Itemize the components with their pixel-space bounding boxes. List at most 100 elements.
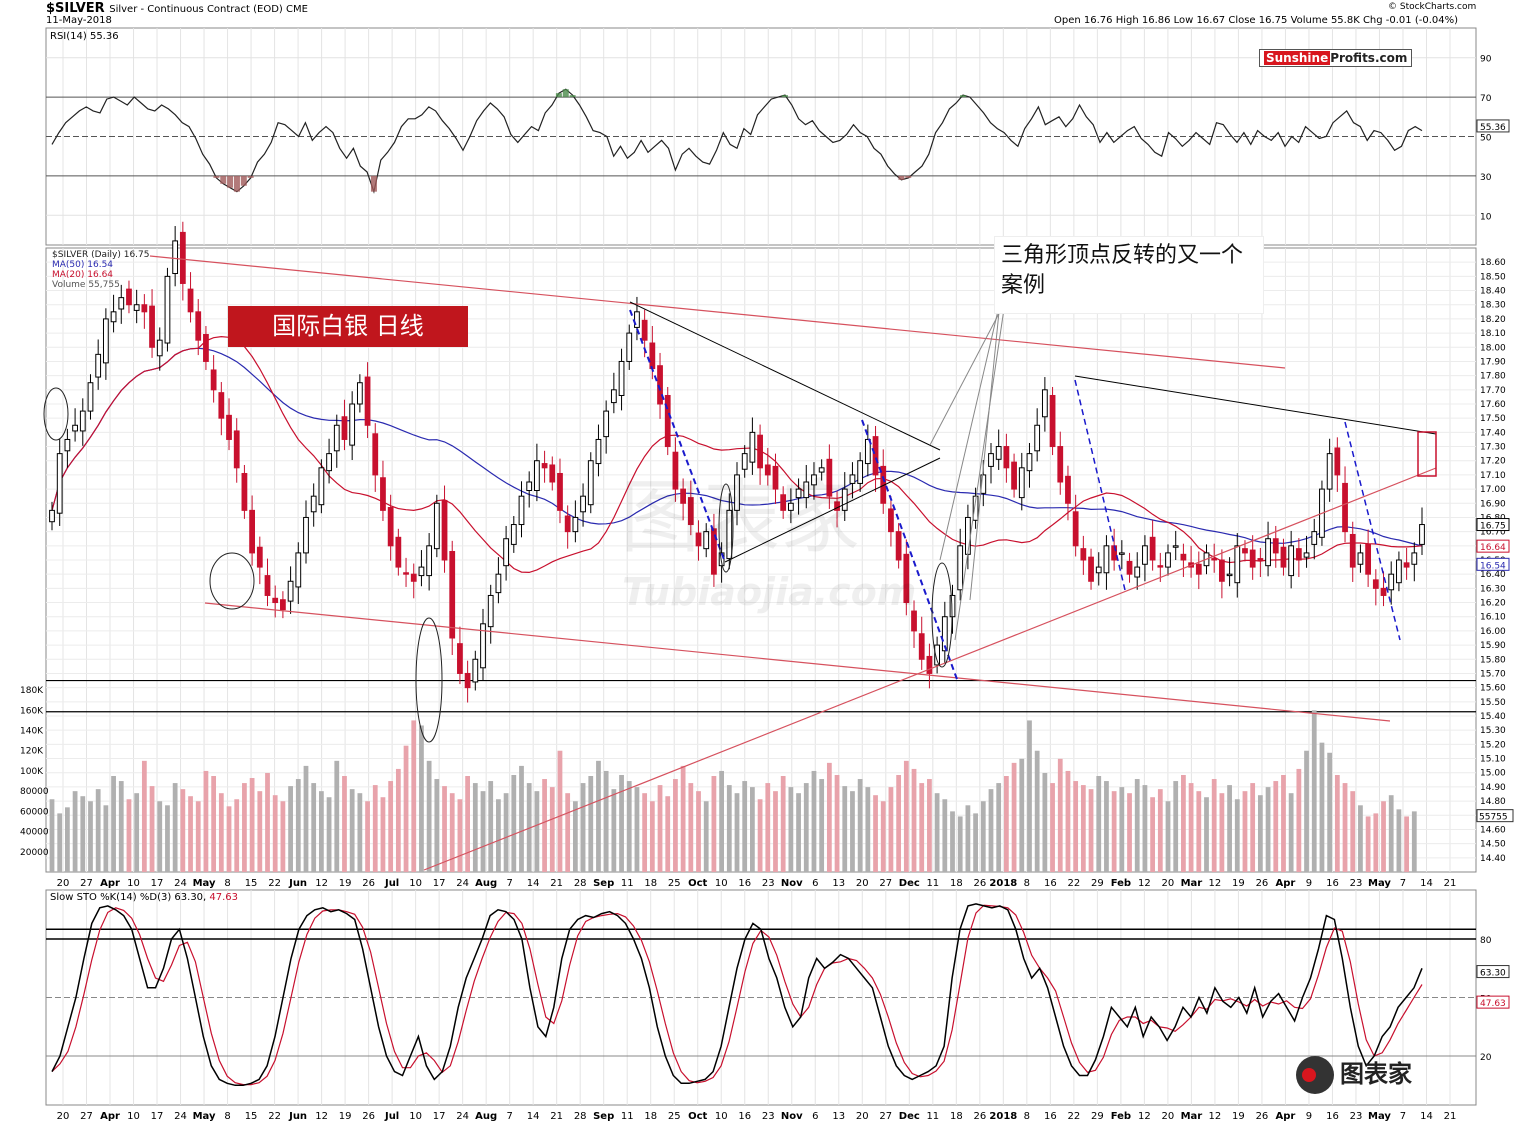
volume-bar [711, 776, 717, 872]
candle-body [433, 502, 440, 550]
x-axis-label: 20 [1162, 1111, 1175, 1122]
candle-body [941, 616, 948, 652]
price-tick-label: 17.30 [1480, 443, 1506, 453]
x-axis-label: 9 [1306, 1111, 1312, 1122]
volume-tick-label: 80000 [20, 787, 49, 797]
candle-body [988, 453, 994, 467]
candle-body [403, 572, 409, 575]
x-axis-label: 18 [950, 1111, 963, 1122]
volume-bar [1150, 797, 1156, 872]
volume-bar [611, 789, 617, 872]
candle-body [395, 536, 402, 568]
volume-bar [919, 783, 925, 872]
candle-body [1142, 545, 1148, 565]
candle-body [503, 538, 509, 567]
volume-bar [1288, 793, 1294, 872]
volume-bar [957, 816, 963, 872]
ma50-last-box [1476, 557, 1510, 571]
volume-bar [165, 805, 170, 872]
volume-bar [811, 770, 817, 872]
volume-bar [603, 770, 609, 872]
chart-date: 11-May-2018 [46, 15, 112, 26]
price-tick-label: 18.00 [1480, 343, 1506, 353]
volume-bar [788, 787, 794, 872]
x-axis-label: May [1368, 1111, 1391, 1122]
volume-bar [688, 783, 694, 872]
candle-body [857, 460, 864, 484]
volume-bar [1134, 779, 1140, 872]
candle-body [703, 531, 710, 550]
volume-bar [1088, 789, 1094, 872]
x-axis-label: 7 [506, 1111, 512, 1122]
triangle-lower-line [724, 457, 941, 563]
candle-body [310, 495, 317, 513]
volume-bar [380, 797, 386, 872]
price-tick-label: 17.00 [1480, 485, 1506, 495]
volume-bar [1065, 770, 1071, 872]
candle-body [641, 319, 648, 341]
sto-tick-label: 20 [1480, 1053, 1492, 1063]
candle-body [526, 481, 533, 492]
x-axis-label: Dec [899, 878, 920, 889]
volume-bar [988, 789, 994, 872]
candle-body [95, 353, 102, 378]
price-legend-item: MA(20) 16.64 [52, 270, 113, 280]
candle-body [264, 575, 271, 596]
volume-bar [1196, 791, 1202, 872]
x-axis-label: 22 [268, 878, 281, 889]
candle-body [1157, 565, 1164, 568]
candle-body [926, 655, 933, 674]
x-axis-label: 29 [1091, 878, 1104, 889]
volume-bar [72, 791, 78, 872]
volume-bar [565, 793, 571, 872]
x-axis-label: 23 [1350, 1111, 1363, 1122]
candle-body [1295, 548, 1302, 561]
volume-bar [134, 793, 140, 872]
candle-body [226, 414, 232, 440]
candle-body [895, 531, 902, 561]
volume-bar [1165, 801, 1171, 872]
volume-bar [1381, 801, 1386, 872]
candle-body [534, 460, 540, 492]
volume-bar [118, 781, 124, 872]
candle-body [1003, 446, 1010, 469]
volume-bar [349, 789, 355, 872]
candle-body [1396, 559, 1402, 584]
x-axis-label: 29 [1091, 1111, 1104, 1122]
candle-body [56, 453, 63, 514]
x-axis-label: 7 [1400, 878, 1406, 889]
x-axis-label: 8 [224, 878, 230, 889]
candle-body [1242, 548, 1248, 554]
x-axis-label: Sep [593, 878, 614, 889]
price-legend-item: $SILVER (Daily) 16.75 [52, 250, 150, 260]
candle-body [1365, 543, 1372, 575]
x-axis-label: 24 [456, 1111, 469, 1122]
candle-body [233, 430, 240, 469]
x-axis-label: 6 [812, 878, 818, 889]
candle-body [102, 318, 109, 364]
highlight-ellipse [931, 562, 953, 668]
candle-body [980, 474, 987, 494]
candle-body [787, 502, 794, 511]
x-axis-label: 17 [433, 1111, 446, 1122]
candle-body [911, 610, 917, 632]
price-tick-label: 17.60 [1480, 400, 1506, 410]
x-axis-label: 23 [1350, 878, 1363, 889]
candle-body [210, 369, 217, 391]
price-tick-label: 18.10 [1480, 329, 1506, 339]
volume-bar [1096, 776, 1102, 872]
sto-d-last-value: 47.63 [1480, 999, 1506, 1009]
volume-bar [480, 791, 486, 872]
volume-bar [1388, 795, 1394, 872]
x-axis-label: Apr [100, 1111, 120, 1122]
candle-body [218, 392, 225, 419]
candle-body [64, 438, 71, 452]
x-axis-label: 10 [127, 1111, 140, 1122]
ma20-last-value: 16.64 [1480, 543, 1506, 553]
volume-bar [580, 783, 586, 872]
candle-body [203, 334, 209, 362]
volume-bar [1404, 816, 1409, 872]
volume-bar [596, 760, 601, 872]
x-axis-label: 15 [245, 1111, 258, 1122]
